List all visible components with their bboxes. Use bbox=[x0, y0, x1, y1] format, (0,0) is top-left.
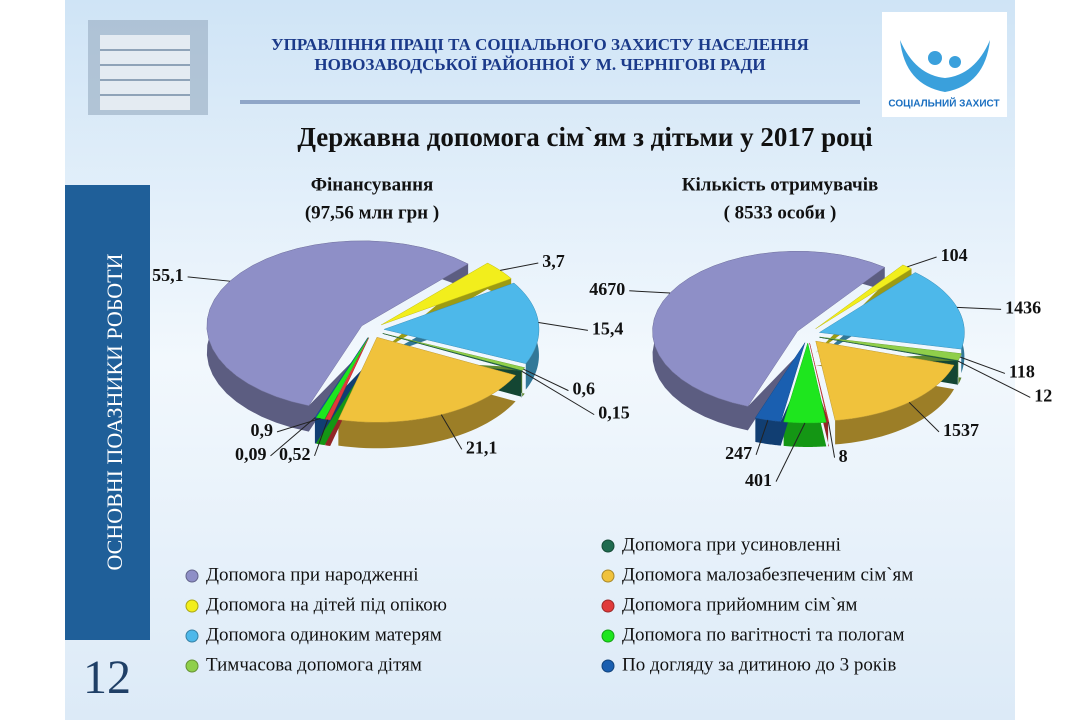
legend-swatch bbox=[601, 599, 615, 613]
data-label: 104 bbox=[941, 245, 968, 265]
sidebar-text: ОСНОВНІ ПОАЗНИКИ РОБОТИ bbox=[102, 253, 127, 570]
slice bbox=[315, 337, 369, 420]
leader-line bbox=[523, 368, 569, 392]
legend-label: Допомога малозабезпеченим сім`ям bbox=[622, 564, 913, 585]
legend-swatch bbox=[185, 629, 199, 643]
leader-line bbox=[957, 360, 1031, 398]
chart-subtitle: (97,56 млн грн ) bbox=[305, 202, 439, 223]
chart-title: Кількість отримувачів bbox=[682, 174, 879, 195]
slice-side bbox=[755, 366, 805, 446]
data-label: 0,9 bbox=[251, 420, 274, 440]
data-label: 247 bbox=[725, 443, 752, 463]
leader-line bbox=[276, 417, 321, 433]
data-label: 0,52 bbox=[279, 444, 311, 464]
leader-line bbox=[828, 422, 836, 458]
slice bbox=[818, 272, 965, 350]
org-line2: НОВОЗАВОДСЬКОЇ РАЙОННОЇ У М. ЧЕРНІГОВІ Р… bbox=[314, 55, 765, 74]
data-label: 1436 bbox=[1005, 297, 1041, 317]
data-label: 55,1 bbox=[152, 265, 184, 285]
leader-line bbox=[500, 262, 539, 271]
data-label: 118 bbox=[1009, 362, 1035, 382]
leader-line bbox=[538, 322, 588, 331]
data-label: 401 bbox=[745, 470, 772, 490]
slice bbox=[324, 337, 370, 421]
leader-line bbox=[959, 356, 1006, 374]
slice-side bbox=[783, 366, 827, 447]
legend-label: Допомога прийомним сім`ям bbox=[622, 594, 857, 615]
leader-line bbox=[755, 419, 769, 455]
data-label: 3,7 bbox=[542, 251, 565, 271]
legend-swatch bbox=[185, 599, 199, 613]
legend-label: Допомога при народженні bbox=[206, 564, 419, 585]
data-label: 12 bbox=[1034, 386, 1052, 406]
data-label: 8 bbox=[839, 446, 848, 466]
slice bbox=[383, 282, 540, 364]
legend-label: Тимчасова допомога дітям bbox=[206, 654, 422, 675]
leader-line bbox=[775, 422, 806, 482]
legend-swatch bbox=[601, 629, 615, 643]
leader-line bbox=[907, 256, 937, 268]
building-image bbox=[88, 20, 208, 115]
slice bbox=[815, 264, 913, 330]
data-label: 0,15 bbox=[598, 403, 630, 423]
leader-line bbox=[629, 290, 671, 294]
legend-label: Допомога одиноким матерям bbox=[206, 624, 442, 645]
org-line1: УПРАВЛІННЯ ПРАЦІ ТА СОЦІАЛЬНОГО ЗАХИСТУ … bbox=[271, 35, 809, 54]
data-label: 1537 bbox=[943, 420, 979, 440]
data-label: 15,4 bbox=[592, 318, 624, 338]
legend-swatch bbox=[601, 659, 615, 673]
legend-swatch bbox=[601, 569, 615, 583]
slice-side bbox=[815, 365, 955, 445]
leader-line bbox=[187, 276, 230, 282]
data-label: 0,6 bbox=[572, 379, 595, 399]
leader-line bbox=[908, 401, 940, 433]
data-label: 21,1 bbox=[466, 438, 498, 458]
slide-title: Державна допомога сім`ям з дітьми у 2017… bbox=[297, 122, 873, 152]
leader-line bbox=[440, 414, 463, 450]
leader-line bbox=[521, 370, 595, 416]
chart-title: Фінансування bbox=[311, 174, 434, 195]
slice bbox=[783, 342, 827, 424]
data-label: 4670 bbox=[589, 279, 625, 299]
data-label: 0,09 bbox=[235, 444, 267, 464]
legend-label: Допомога по вагітності та пологам bbox=[622, 624, 905, 645]
legend-swatch bbox=[185, 569, 199, 583]
logo-text: СОЦІАЛЬНИЙ ЗАХИСТ bbox=[888, 97, 999, 110]
slice bbox=[652, 250, 886, 407]
legend-label: Допомога при усиновленні bbox=[622, 534, 841, 555]
legend-label: По догляду за дитиною до 3 років bbox=[622, 654, 896, 675]
logo bbox=[882, 12, 1007, 117]
page-number: 12 bbox=[83, 651, 131, 704]
leader-line bbox=[314, 419, 329, 457]
slice bbox=[819, 336, 962, 361]
chart-subtitle: ( 8533 особи ) bbox=[724, 202, 837, 223]
legend-label: Допомога на дітей під опікою bbox=[206, 594, 447, 615]
leader-line bbox=[957, 306, 1002, 310]
leader-line bbox=[270, 417, 316, 457]
legend-swatch bbox=[185, 659, 199, 673]
legend-swatch bbox=[601, 539, 615, 553]
sidebar bbox=[65, 185, 150, 640]
slice-side bbox=[314, 363, 368, 444]
